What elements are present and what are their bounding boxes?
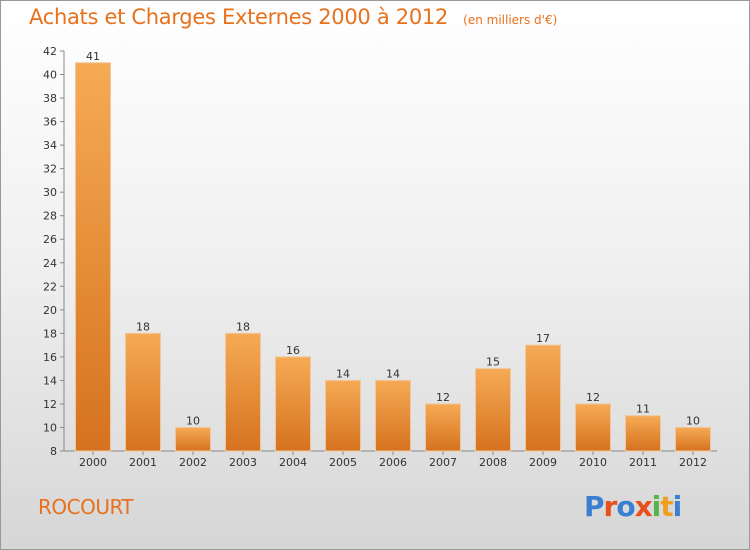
y-tick-label: 22 — [43, 280, 57, 293]
bar — [425, 403, 461, 452]
y-tick-label: 30 — [43, 186, 57, 199]
logo-letter: r — [603, 490, 618, 523]
axes: 8 10 12 14 16 18 20 22 24 26 28 30 32 34 36 38 40 42 — [43, 45, 717, 458]
logo-letter: o — [616, 490, 635, 523]
bars — [75, 62, 711, 452]
bar — [675, 426, 711, 452]
bar-value-label: 15 — [486, 356, 500, 369]
bar-value-label: 17 — [536, 332, 550, 345]
y-tick-label: 20 — [43, 304, 57, 317]
bar — [475, 368, 511, 452]
x-tick-label: 2003 — [229, 456, 257, 469]
x-tick-label: 2008 — [479, 456, 507, 469]
bar-value-label: 10 — [186, 414, 200, 427]
bar — [75, 62, 111, 452]
logo-letter: i — [651, 490, 662, 523]
x-tick-label: 2006 — [379, 456, 407, 469]
bar-value-label: 12 — [436, 391, 450, 404]
y-tick-label: 12 — [43, 398, 57, 411]
bar-value-label: 10 — [686, 414, 700, 427]
bar-value-label: 16 — [286, 344, 300, 357]
bar-value-label: 18 — [236, 320, 250, 333]
bar-value-label: 18 — [136, 320, 150, 333]
y-tick-label: 16 — [43, 351, 57, 364]
bar-value-label: 14 — [386, 367, 400, 380]
bar — [325, 379, 361, 452]
bar — [225, 332, 261, 452]
y-tick-label: 10 — [43, 421, 57, 434]
x-tick-label: 2009 — [529, 456, 557, 469]
y-tick-label: 42 — [43, 45, 57, 58]
x-tick-label: 2001 — [129, 456, 157, 469]
bar-value-label: 14 — [336, 367, 350, 380]
bar-value-label: 41 — [86, 50, 100, 63]
y-tick-label: 8 — [50, 445, 57, 458]
title-unit: (en milliers d'€) — [463, 13, 558, 27]
bar — [275, 356, 311, 452]
bar — [575, 403, 611, 452]
y-tick-label: 32 — [43, 163, 57, 176]
bar — [525, 344, 561, 452]
x-tick-label: 2005 — [329, 456, 357, 469]
x-tick-label: 2000 — [79, 456, 107, 469]
y-tick-label: 14 — [43, 374, 57, 387]
labels: 41 2000 18 2001 10 2002 18 2003 16 2004 14 2005 14 20… — [79, 50, 707, 469]
logo-letter: t — [660, 490, 673, 523]
bar — [625, 415, 661, 452]
chart-title: Achats et Charges Externes 2000 à 2012 (… — [29, 5, 557, 29]
logo-letter: P — [584, 490, 605, 523]
x-tick-label: 2011 — [629, 456, 657, 469]
y-tick-label: 18 — [43, 327, 57, 340]
bar-value-label: 11 — [636, 403, 650, 416]
y-tick-label: 36 — [43, 116, 57, 129]
x-tick-label: 2012 — [679, 456, 707, 469]
logo-letter: x — [634, 490, 653, 523]
proxiti-logo[interactable]: Proxiti — [584, 490, 683, 523]
y-tick-label: 38 — [43, 92, 57, 105]
logo-letter: i — [672, 490, 683, 523]
title-main: Achats et Charges Externes 2000 à 2012 — [29, 5, 449, 29]
x-tick-label: 2004 — [279, 456, 307, 469]
x-tick-label: 2002 — [179, 456, 207, 469]
y-tick-label: 34 — [43, 139, 57, 152]
bar — [175, 426, 211, 452]
x-tick-label: 2007 — [429, 456, 457, 469]
bar — [125, 332, 161, 452]
y-tick-label: 28 — [43, 210, 57, 223]
y-tick-label: 24 — [43, 257, 57, 270]
bar-value-label: 12 — [586, 391, 600, 404]
x-tick-label: 2010 — [579, 456, 607, 469]
y-tick-label: 26 — [43, 233, 57, 246]
bar — [375, 379, 411, 452]
commune-name: ROCOURT — [38, 495, 134, 519]
y-tick-label: 40 — [43, 69, 57, 82]
